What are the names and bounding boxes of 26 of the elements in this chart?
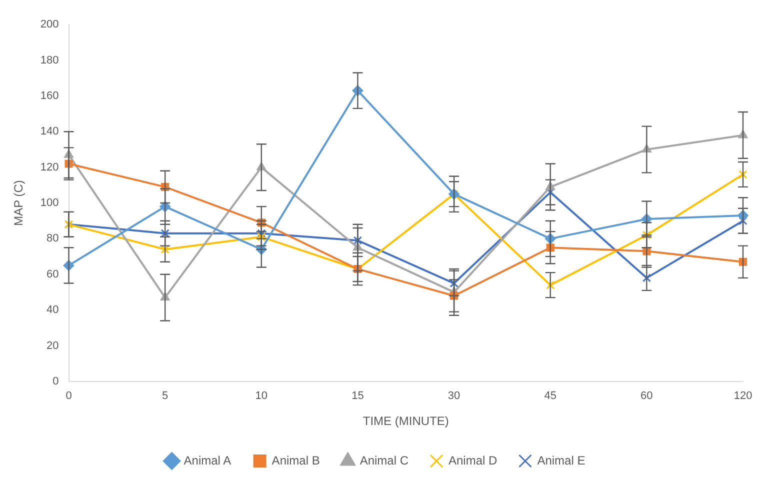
x-tick-label: 120 xyxy=(734,390,752,402)
legend-label: Animal D xyxy=(448,453,498,468)
legend-label: Animal A xyxy=(184,453,232,468)
y-tick-label: 180 xyxy=(40,54,59,66)
y-tick-label: 120 xyxy=(40,161,59,174)
x-tick-label: 10 xyxy=(255,390,268,402)
y-tick-label: 20 xyxy=(46,340,59,352)
y-tick-label: 60 xyxy=(46,268,59,280)
x-axis-title: TIME (MINUTE) xyxy=(362,414,449,428)
x-tick-label: 15 xyxy=(352,390,364,402)
x-tick-label: 45 xyxy=(544,390,556,402)
y-tick-label: 40 xyxy=(46,304,59,316)
x-tick-label: 5 xyxy=(162,390,168,402)
x-tick-label: 60 xyxy=(640,390,653,402)
y-axis-title: MAP (C) xyxy=(12,180,26,226)
legend-label: Animal B xyxy=(272,453,320,468)
y-tick-label: 140 xyxy=(40,126,59,138)
y-tick-label: 0 xyxy=(52,375,59,388)
legend-label: Animal C xyxy=(360,453,409,468)
x-tick-label: 0 xyxy=(66,390,72,402)
y-tick-label: 200 xyxy=(40,18,59,31)
y-tick-label: 100 xyxy=(40,197,59,210)
y-tick-label: 80 xyxy=(46,232,59,245)
y-tick-label: 160 xyxy=(40,90,59,102)
x-tick-label: 30 xyxy=(448,390,460,402)
legend-label: Animal E xyxy=(537,453,586,468)
